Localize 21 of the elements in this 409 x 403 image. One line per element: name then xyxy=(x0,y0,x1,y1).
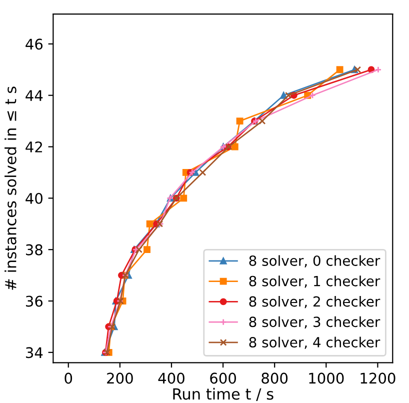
x-tick-label: 600 xyxy=(210,372,236,384)
legend-label: 8 solver, 4 checker xyxy=(249,336,380,349)
legend-label: 8 solver, 2 checker xyxy=(249,296,380,308)
y-tick-label: 44 xyxy=(26,90,43,101)
y-tick-label: 46 xyxy=(26,38,43,50)
x-tick-label: 1200 xyxy=(360,372,396,384)
legend-label: 8 solver, 0 checker xyxy=(249,255,380,268)
y-tick-label: 38 xyxy=(26,244,42,256)
legend-label: 8 solver, 3 checker xyxy=(249,316,380,329)
y-tick-label: 34 xyxy=(26,347,43,358)
x-tick-label: 800 xyxy=(262,372,288,384)
x-tick-label: 400 xyxy=(158,372,184,384)
y-tick-label: 40 xyxy=(26,192,42,204)
y-tick-label: 36 xyxy=(26,296,43,307)
y-tick-label: 42 xyxy=(26,141,42,152)
y-axis-title: # instances solved in ≤ t s xyxy=(4,86,16,290)
legend-label: 8 solver, 1 checker xyxy=(249,276,380,288)
x-tick-label: 200 xyxy=(107,372,133,384)
x-tick-label: 1000 xyxy=(309,372,344,384)
x-axis-title: Run time t / s xyxy=(173,388,274,401)
x-tick-label: 0 xyxy=(64,372,72,384)
